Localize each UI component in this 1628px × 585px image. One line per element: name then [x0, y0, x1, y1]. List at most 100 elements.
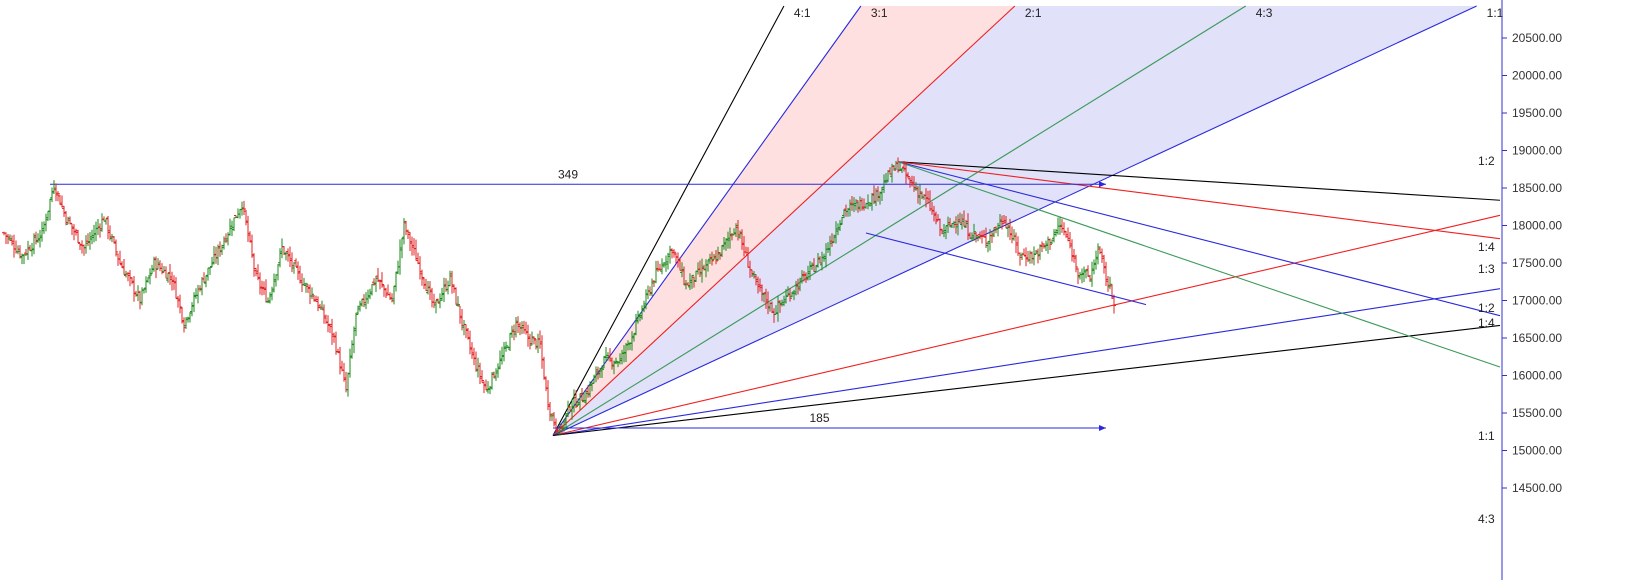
price-bar	[280, 238, 284, 259]
price-bar	[78, 242, 82, 251]
price-bar	[1100, 248, 1104, 263]
price-bar	[204, 274, 208, 288]
price-bar	[86, 233, 90, 247]
price-axis[interactable]: 14500.00 15000.00 15500.00 16000.00 16500.00…	[1501, 0, 1562, 580]
measure-lines: 349 185	[50, 167, 1106, 431]
price-bar	[1092, 259, 1096, 275]
price-bar	[354, 312, 358, 337]
axis-ratio-label-4-3: 4:3	[1478, 512, 1495, 526]
price-bar	[88, 231, 92, 250]
price-bar	[118, 250, 122, 265]
price-bar	[40, 221, 44, 242]
fan-up-ray-1-4	[552, 324, 1501, 437]
price-bar	[1046, 236, 1050, 254]
fan-down-ray-4-3	[897, 161, 1501, 368]
price-bar	[526, 324, 530, 347]
price-bar	[226, 232, 230, 246]
price-bar	[420, 269, 424, 286]
price-bar	[448, 270, 452, 287]
price-bar	[512, 324, 516, 341]
price-bar	[134, 290, 138, 297]
price-bar	[466, 328, 470, 340]
price-bar	[394, 271, 398, 292]
price-bar	[546, 380, 550, 411]
price-bar	[502, 341, 506, 362]
price-bar	[1106, 275, 1110, 292]
price-bar	[146, 277, 150, 283]
price-bar	[238, 208, 242, 219]
price-bar	[1068, 232, 1072, 249]
price-bar	[672, 249, 676, 258]
fan-up-ray-2-1	[552, 5, 1016, 436]
price-bar	[364, 292, 368, 310]
price-bar	[70, 223, 74, 236]
price-bar	[184, 317, 188, 329]
price-bar	[446, 280, 450, 295]
price-bar	[178, 294, 182, 314]
price-bar	[788, 288, 792, 302]
gann-fan-rays	[552, 5, 1501, 437]
price-bar	[370, 283, 374, 296]
label-1-1: 1:1	[1487, 6, 1504, 20]
price-bar	[26, 240, 30, 261]
price-bar	[138, 290, 142, 310]
price-bar	[216, 244, 220, 266]
label-4-3: 4:3	[1256, 6, 1273, 20]
price-tick-label: 16000.00	[1512, 369, 1562, 383]
price-bar	[386, 284, 390, 296]
price-bar	[84, 235, 88, 254]
price-bar	[390, 293, 394, 303]
price-bar	[382, 284, 386, 297]
price-bar	[438, 293, 442, 309]
price-bar	[252, 253, 256, 277]
price-bar	[1074, 254, 1078, 273]
price-bar	[152, 256, 156, 272]
price-bar	[402, 218, 406, 245]
price-bar	[508, 333, 512, 351]
price-bar	[494, 368, 498, 381]
axis-ratio-label-1-2: 1:2	[1478, 301, 1495, 315]
price-bar	[224, 233, 228, 244]
price-bar	[488, 385, 492, 395]
price-bar	[104, 218, 108, 225]
price-bar	[330, 318, 334, 345]
measure-349-arrow	[1099, 181, 1106, 188]
price-bar	[244, 210, 248, 226]
price-tick-label: 19000.00	[1512, 144, 1562, 158]
price-bar	[12, 234, 16, 258]
price-bar	[478, 362, 482, 384]
price-bar	[16, 245, 20, 255]
price-bar	[352, 326, 356, 354]
price-bar	[1102, 254, 1106, 274]
price-tick-label: 18000.00	[1512, 219, 1562, 233]
price-bar	[106, 215, 110, 240]
price-bar	[42, 221, 46, 234]
price-tick-label: 17000.00	[1512, 294, 1562, 308]
price-bar	[254, 267, 258, 277]
price-bar	[346, 372, 350, 397]
price-bar	[358, 300, 362, 312]
price-bar	[472, 347, 476, 366]
price-bar	[122, 259, 126, 275]
price-bar	[360, 298, 364, 307]
price-tick-label: 19500.00	[1512, 106, 1562, 120]
price-bar	[192, 292, 196, 313]
price-bar	[180, 307, 184, 324]
price-bar	[528, 333, 532, 350]
measure-185-label: 185	[810, 411, 830, 425]
price-bar	[264, 279, 268, 303]
price-bar	[504, 341, 508, 352]
price-bar	[332, 332, 336, 343]
price-bar	[1104, 261, 1108, 286]
price-bar	[496, 363, 500, 378]
price-bar	[68, 216, 72, 225]
price-bar	[202, 272, 206, 283]
price-bar	[524, 321, 528, 335]
price-bar	[1084, 269, 1088, 279]
axis-ratio-label-1-4: 1:4	[1478, 316, 1495, 330]
price-bar	[162, 266, 166, 273]
price-bar	[646, 285, 650, 300]
price-bar	[458, 305, 462, 324]
